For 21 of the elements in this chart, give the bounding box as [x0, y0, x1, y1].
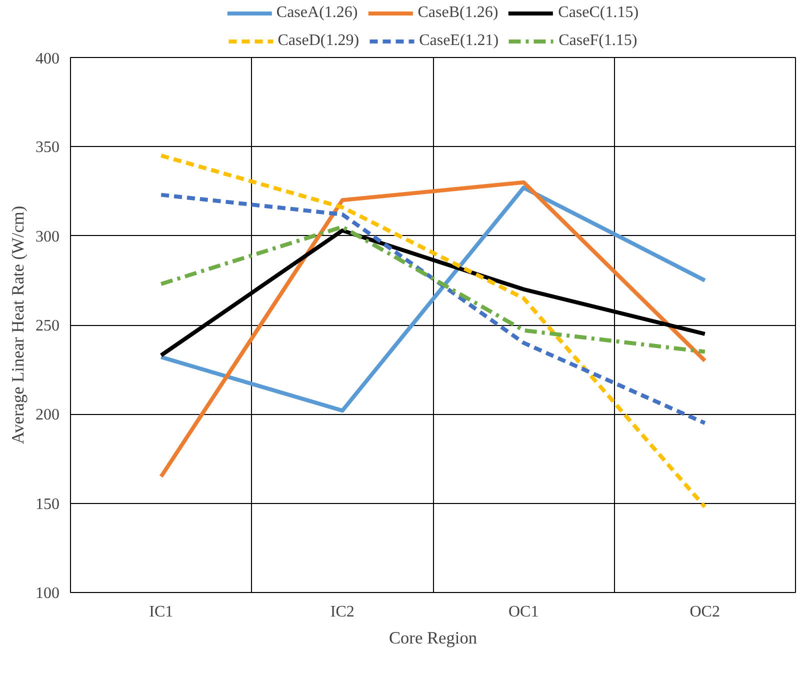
y-tick-label: 300	[36, 228, 60, 246]
legend-label: CaseB(1.26)	[418, 4, 498, 22]
legend-label: CaseA(1.26)	[276, 4, 358, 22]
x-tick-label: OC1	[508, 604, 539, 620]
legend-label: CaseF(1.15)	[558, 32, 638, 50]
y-tick-label: 250	[36, 318, 60, 334]
legend-label: CaseC(1.15)	[558, 4, 639, 22]
x-axis-title: Core Region	[388, 628, 478, 648]
x-tick-label: OC2	[690, 604, 720, 620]
y-axis-title: Average Linear Heat Rate (W/cm)	[8, 206, 28, 444]
y-tick-label: 100	[36, 585, 60, 602]
y-tick-label: 400	[36, 50, 60, 68]
x-tick-label: IC1	[149, 604, 174, 620]
legend-label: CaseE(1.21)	[419, 32, 499, 50]
y-tick-label: 200	[36, 406, 60, 424]
y-tick-label: 350	[36, 139, 60, 156]
line-series	[159, 180, 707, 479]
y-tick-label: 150	[36, 496, 60, 513]
line-series	[159, 154, 707, 509]
legend-label: CaseD(1.29)	[278, 32, 360, 50]
x-tick-label: IC2	[330, 604, 354, 620]
